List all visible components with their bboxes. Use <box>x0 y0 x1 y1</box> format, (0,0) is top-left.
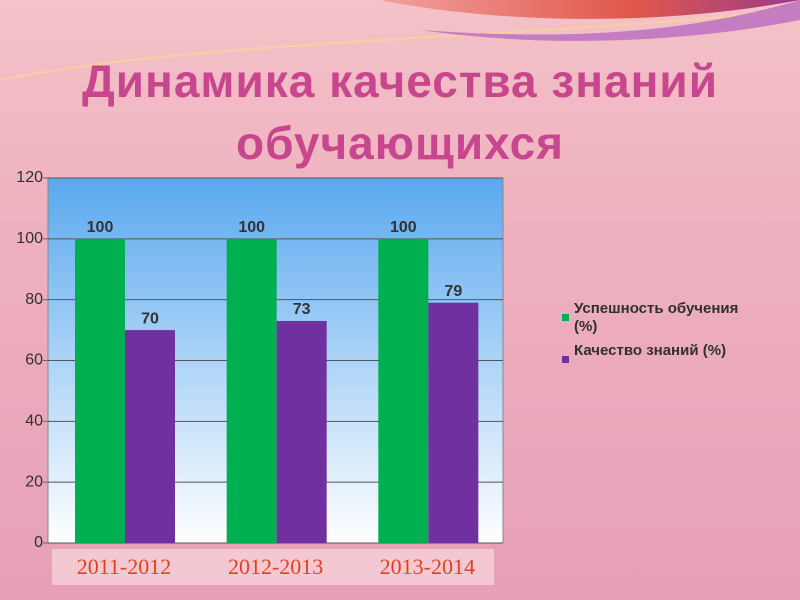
x-tick-label: 2011-2012 <box>76 554 172 579</box>
value-label: 100 <box>238 219 265 236</box>
legend-swatch <box>562 314 569 321</box>
decoration <box>420 0 800 41</box>
bar <box>125 330 175 543</box>
value-label: 100 <box>87 219 114 236</box>
y-tick-label: 0 <box>34 534 43 551</box>
y-tick-label: 120 <box>16 169 43 186</box>
decoration <box>380 0 800 19</box>
bar <box>378 238 429 544</box>
bar <box>276 320 327 543</box>
y-tick-label: 100 <box>16 230 43 247</box>
y-tick-label: 80 <box>25 291 43 308</box>
legend-swatch <box>562 356 569 363</box>
chart-title: Динамика качества знаний обучающихся <box>82 55 718 169</box>
y-tick-label: 60 <box>25 352 43 369</box>
bar <box>428 302 479 543</box>
value-label: 79 <box>444 283 462 300</box>
category-label-box <box>52 549 494 585</box>
bar <box>75 238 125 544</box>
legend-entry: Успешность обучения (%) <box>562 300 744 336</box>
decoration <box>0 9 800 81</box>
x-tick-label: 2013-2014 <box>379 554 475 579</box>
value-label: 100 <box>390 219 417 236</box>
bar <box>226 238 277 544</box>
y-tick-label: 20 <box>25 473 43 490</box>
x-tick-label: 2012-2013 <box>227 554 324 579</box>
y-tick-label: 40 <box>25 413 43 430</box>
value-label: 70 <box>141 310 159 327</box>
legend-entry: Качество знаний (%) <box>562 342 744 363</box>
value-label: 73 <box>293 301 311 318</box>
